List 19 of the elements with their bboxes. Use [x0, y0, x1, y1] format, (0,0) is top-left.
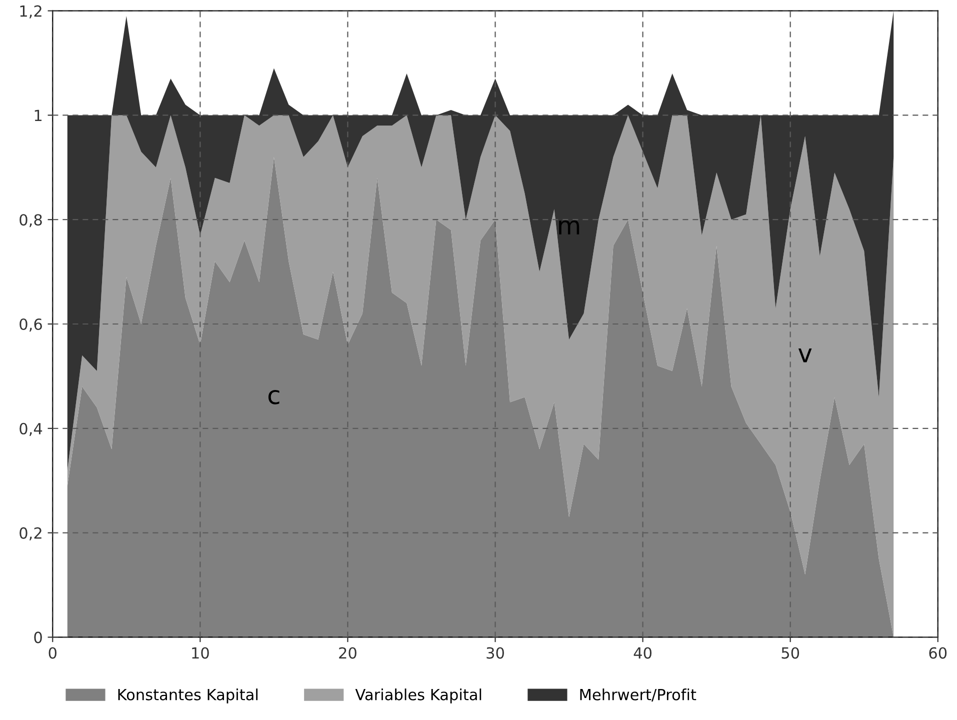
x-tick-label: 0 — [48, 647, 56, 659]
x-tick-label: 30 — [486, 647, 504, 659]
x-tick-label: 60 — [929, 647, 947, 659]
y-tick-label: 0,6 — [20, 318, 42, 332]
y-tick-label: 0,4 — [20, 422, 42, 436]
y-tick-label: 0,8 — [20, 214, 42, 228]
y-tick-label: 1,2 — [20, 5, 42, 18]
annotation: c — [268, 390, 280, 404]
x-tick-label: 10 — [192, 647, 209, 659]
y-tick-label: 1 — [34, 110, 42, 122]
legend-label: Variables Kapital — [355, 688, 482, 704]
y-tick-label: 0 — [34, 632, 42, 644]
annotation: v — [798, 348, 812, 362]
legend-label: Konstantes Kapital — [118, 688, 258, 704]
x-tick-label: 40 — [634, 647, 652, 659]
x-tick-label: 20 — [339, 647, 356, 659]
y-tick-label: 0,2 — [20, 527, 42, 540]
x-tick-label: 50 — [782, 647, 800, 659]
legend-label: Mehrwert/Profit — [580, 688, 696, 702]
